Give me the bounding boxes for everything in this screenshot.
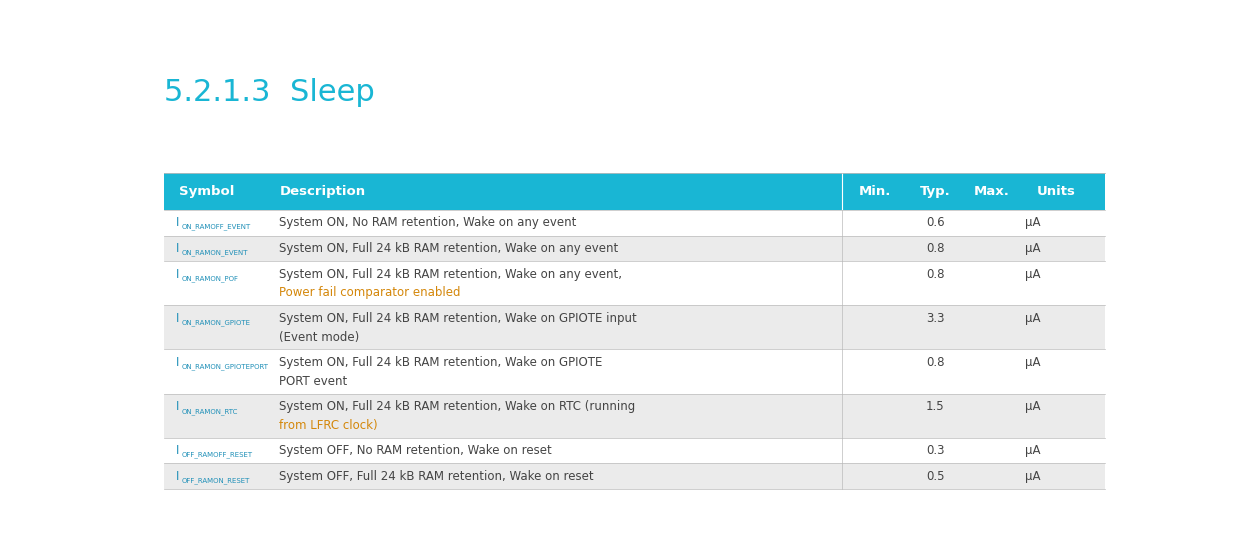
Text: μA: μA	[1025, 268, 1040, 281]
Text: μA: μA	[1025, 242, 1040, 255]
Text: Max.: Max.	[974, 185, 1010, 198]
Text: I: I	[176, 400, 180, 413]
Bar	[165, 438, 1105, 463]
Text: OFF_RAMOFF_RESET: OFF_RAMOFF_RESET	[181, 451, 253, 458]
Text: ON_RAMON_RTC: ON_RAMON_RTC	[181, 408, 238, 414]
Text: System OFF, Full 24 kB RAM retention, Wake on reset: System OFF, Full 24 kB RAM retention, Wa…	[279, 470, 593, 483]
Text: I: I	[176, 216, 180, 229]
Text: 0.8: 0.8	[926, 242, 944, 255]
Text: OFF_RAMON_RESET: OFF_RAMON_RESET	[181, 477, 250, 484]
Text: μA: μA	[1025, 444, 1040, 457]
Bar	[165, 210, 1105, 236]
Text: 5.2.1.3  Sleep: 5.2.1.3 Sleep	[165, 78, 375, 107]
Text: I: I	[176, 242, 180, 255]
Bar	[165, 236, 1105, 261]
Text: System ON, Full 24 kB RAM retention, Wake on GPIOTE input: System ON, Full 24 kB RAM retention, Wak…	[279, 312, 637, 325]
Bar	[165, 173, 1105, 210]
Text: System ON, Full 24 kB RAM retention, Wake on RTC (running: System ON, Full 24 kB RAM retention, Wak…	[279, 400, 636, 413]
Text: μA: μA	[1025, 216, 1040, 229]
Text: ON_RAMON_EVENT: ON_RAMON_EVENT	[181, 249, 248, 256]
Text: 3.3: 3.3	[926, 312, 944, 325]
Bar	[165, 463, 1105, 489]
Text: 0.3: 0.3	[926, 444, 944, 457]
Text: μA: μA	[1025, 356, 1040, 369]
Text: ON_RAMON_GPIOTE: ON_RAMON_GPIOTE	[181, 319, 250, 326]
Text: from LFRC clock): from LFRC clock)	[279, 419, 378, 432]
Text: μA: μA	[1025, 312, 1040, 325]
Text: I: I	[176, 444, 180, 457]
Text: 0.8: 0.8	[926, 268, 944, 281]
Text: System ON, No RAM retention, Wake on any event: System ON, No RAM retention, Wake on any…	[279, 216, 576, 229]
Text: PORT event: PORT event	[279, 375, 347, 388]
Text: System ON, Full 24 kB RAM retention, Wake on any event: System ON, Full 24 kB RAM retention, Wak…	[279, 242, 618, 255]
Text: ON_RAMON_POF: ON_RAMON_POF	[181, 276, 238, 282]
Text: 0.5: 0.5	[926, 470, 944, 483]
Text: System ON, Full 24 kB RAM retention, Wake on any event,: System ON, Full 24 kB RAM retention, Wak…	[279, 268, 622, 281]
Text: 0.8: 0.8	[926, 356, 944, 369]
Text: Power fail comparator enabled: Power fail comparator enabled	[279, 286, 461, 300]
Text: 1.5: 1.5	[926, 400, 944, 413]
Text: μA: μA	[1025, 400, 1040, 413]
Text: Description: Description	[280, 185, 367, 198]
Text: Min.: Min.	[859, 185, 891, 198]
Text: Typ.: Typ.	[919, 185, 950, 198]
Text: 0.6: 0.6	[926, 216, 944, 229]
Text: (Event mode): (Event mode)	[279, 330, 359, 344]
Text: ON_RAMOFF_EVENT: ON_RAMOFF_EVENT	[181, 223, 250, 231]
Text: Symbol: Symbol	[178, 185, 234, 198]
Text: I: I	[176, 356, 180, 369]
Text: μA: μA	[1025, 470, 1040, 483]
Text: I: I	[176, 470, 180, 483]
Text: I: I	[176, 312, 180, 325]
Text: System OFF, No RAM retention, Wake on reset: System OFF, No RAM retention, Wake on re…	[279, 444, 553, 457]
Text: System ON, Full 24 kB RAM retention, Wake on GPIOTE: System ON, Full 24 kB RAM retention, Wak…	[279, 356, 602, 369]
Text: I: I	[176, 268, 180, 281]
Text: Units: Units	[1037, 185, 1075, 198]
Text: ON_RAMON_GPIOTEPORT: ON_RAMON_GPIOTEPORT	[181, 363, 269, 370]
